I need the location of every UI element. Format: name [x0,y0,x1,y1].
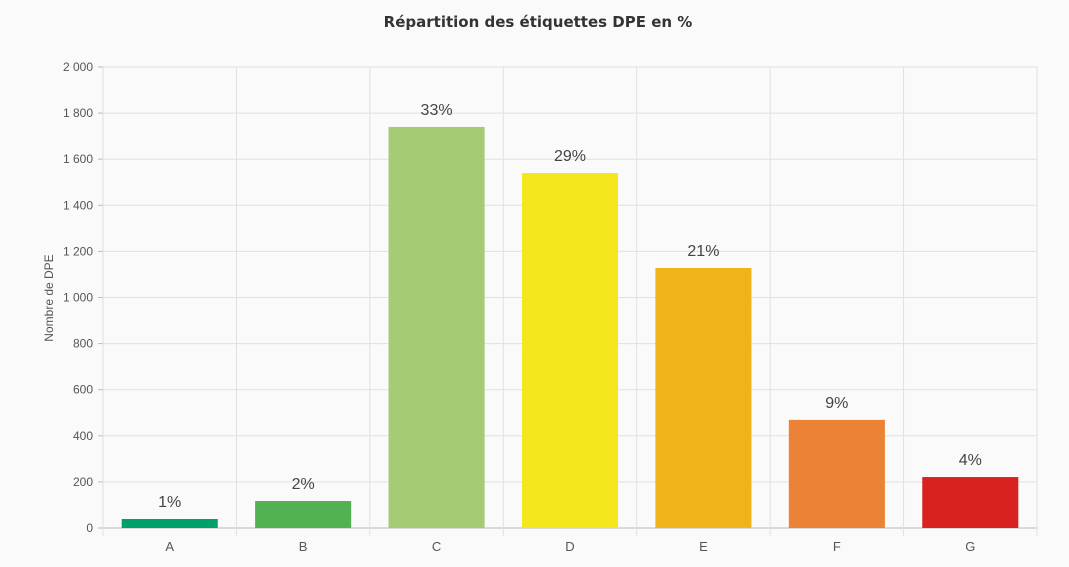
y-tick-label: 1 200 [63,244,93,258]
x-tick-label: D [565,539,574,554]
data-label: 2% [292,476,315,493]
x-tick-label: A [165,539,174,554]
bar-A [121,519,218,528]
y-tick-label: 1 600 [63,152,93,166]
x-tick-label: E [699,539,708,554]
data-label: 33% [421,102,453,119]
y-tick-label: 1 000 [63,291,93,305]
bar-G [922,477,1019,528]
y-tick-label: 0 [86,521,93,535]
y-axis-label: Nombre de DPE [42,254,56,341]
bar-C [388,126,485,529]
x-tick-label: F [833,539,841,554]
data-label: 1% [158,494,181,511]
data-label: 9% [825,395,848,412]
x-tick-label: B [299,539,308,554]
y-tick-label: 1 400 [63,198,93,212]
x-tick-label: C [432,539,441,554]
bar-B [255,501,352,528]
y-tick-label: 2 000 [63,60,93,74]
y-tick-label: 400 [73,429,93,443]
y-tick-label: 600 [73,383,93,397]
y-tick-label: 1 800 [63,106,93,120]
y-tick-label: 200 [73,475,93,489]
chart-title: Répartition des étiquettes DPE en % [384,13,693,31]
data-label: 29% [554,148,586,165]
x-tick-label: G [965,539,975,554]
y-tick-label: 800 [73,337,93,351]
data-label: 21% [687,243,719,260]
bar-F [788,419,885,528]
data-label: 4% [959,452,982,469]
bar-E [655,267,752,528]
bar-D [521,173,619,528]
